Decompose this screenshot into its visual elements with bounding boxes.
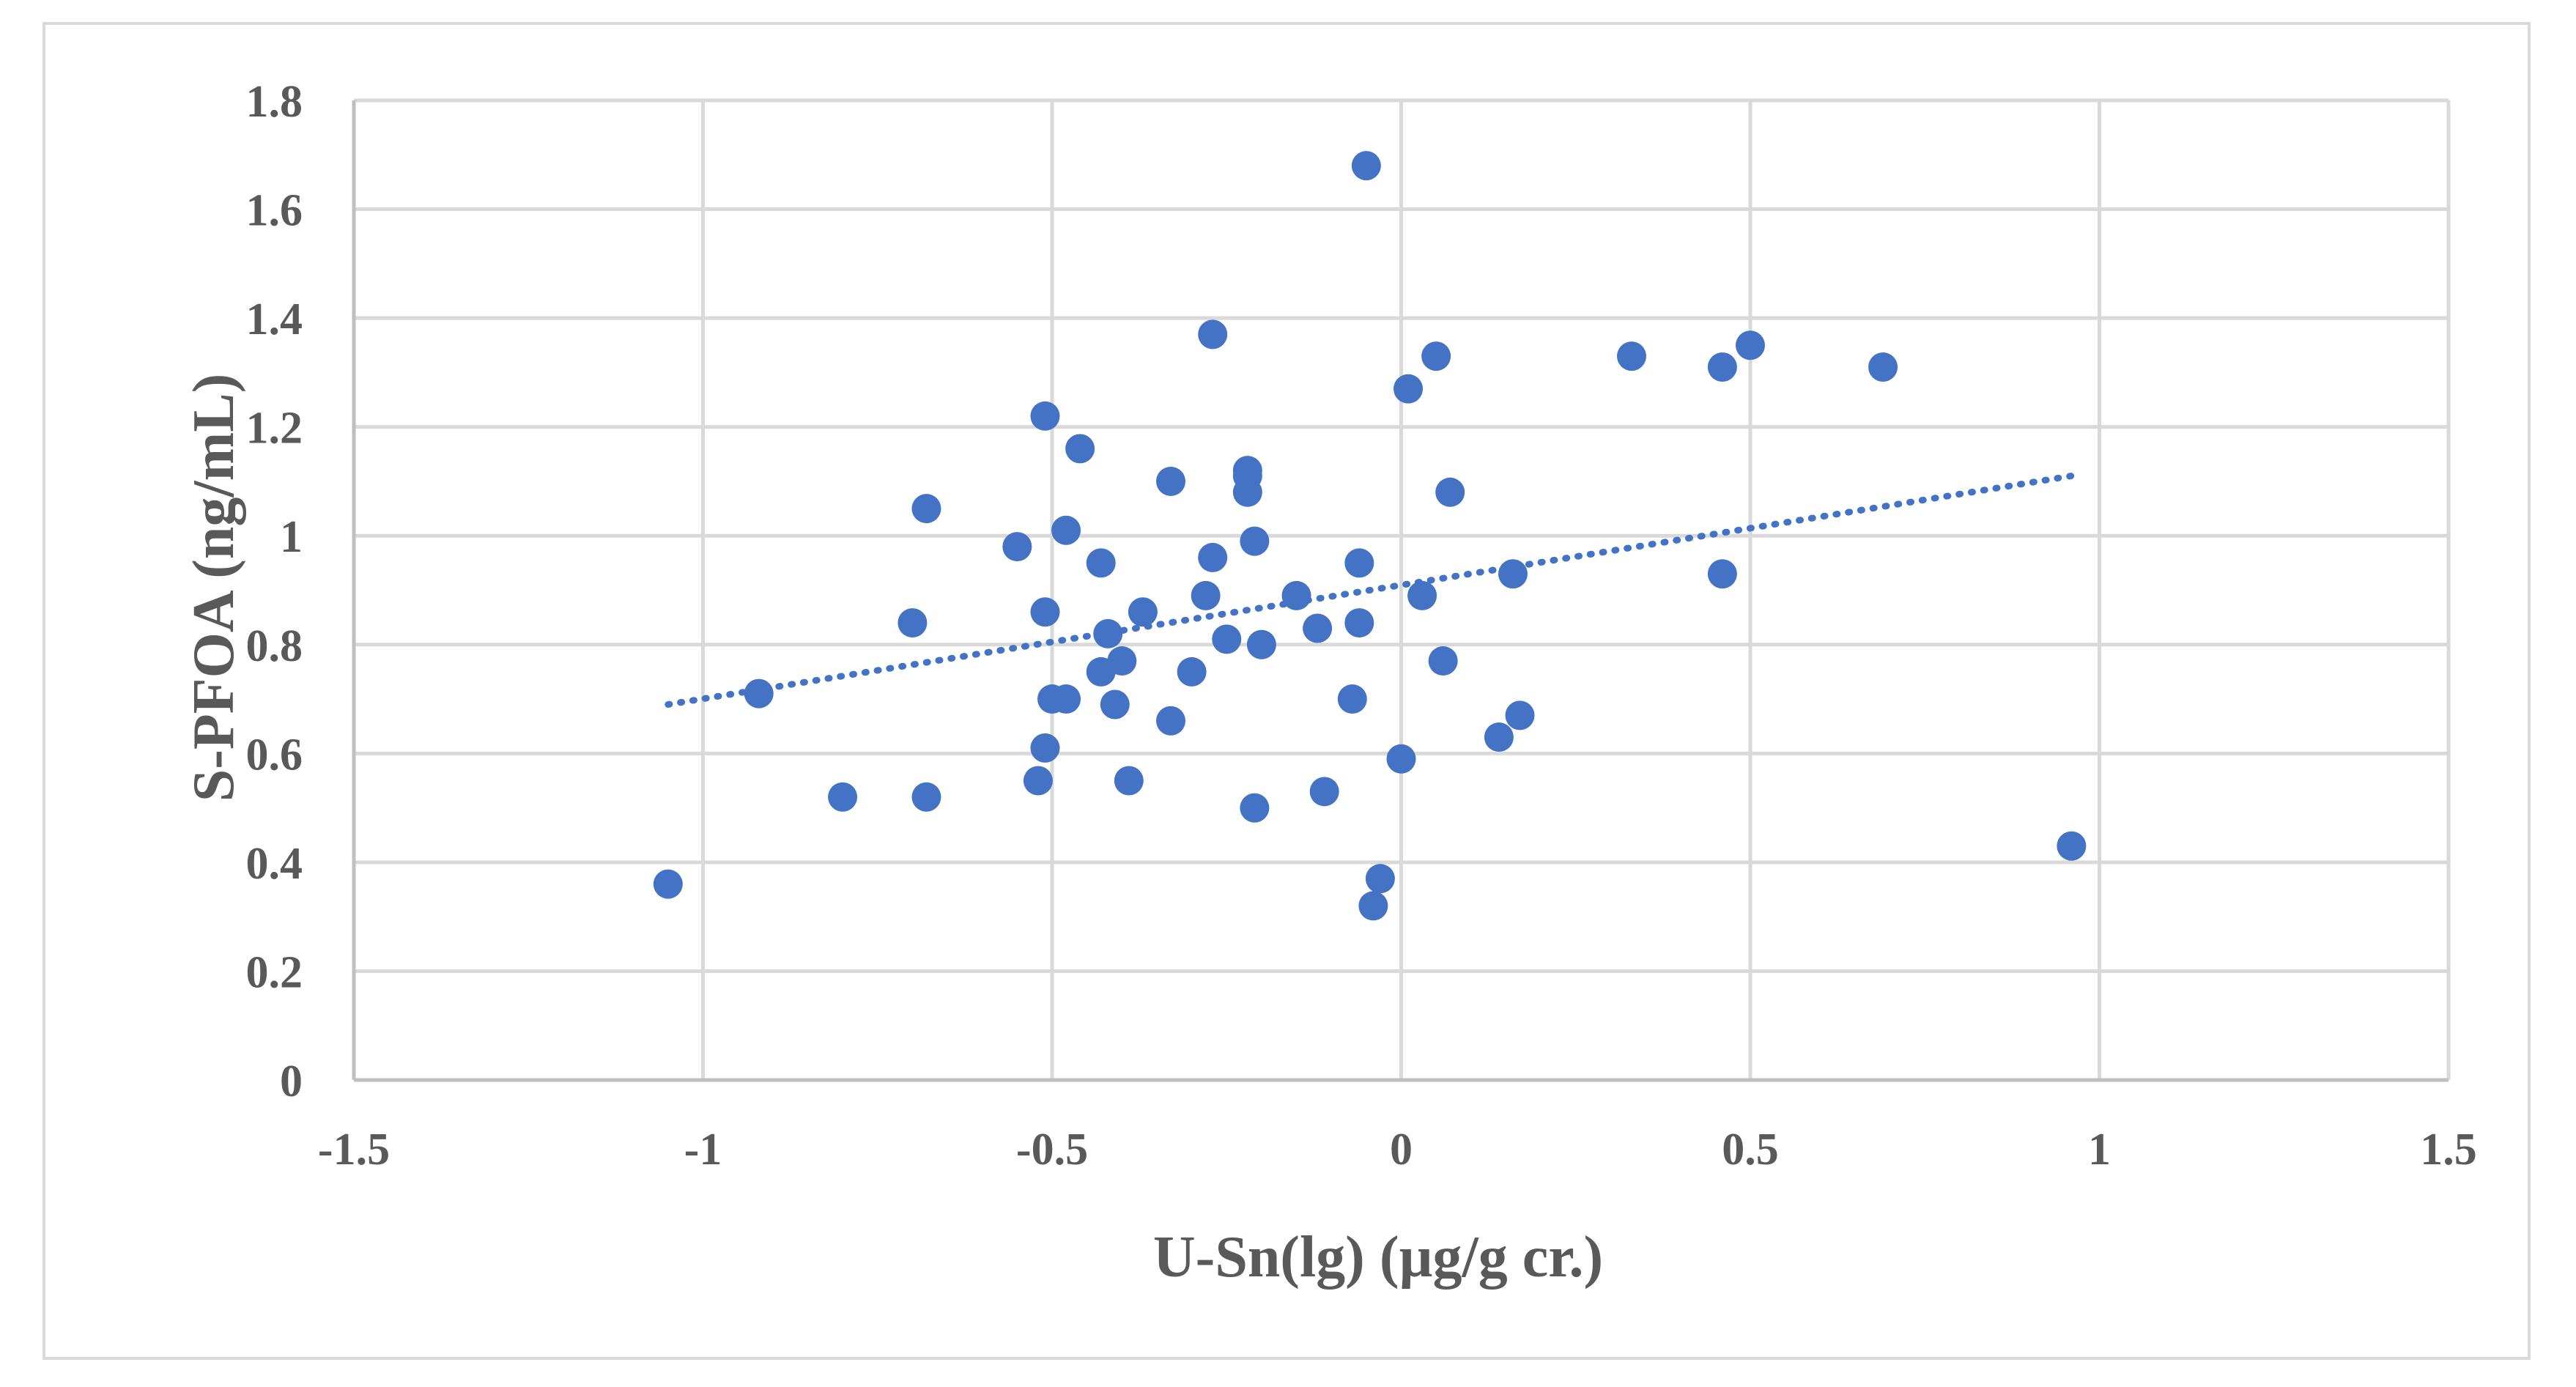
data-point [1065, 434, 1095, 464]
y-tick-label: 1.6 [246, 186, 303, 236]
data-points [653, 151, 2087, 921]
data-point [2057, 831, 2087, 861]
data-point [1107, 646, 1137, 676]
data-point [1212, 624, 1242, 654]
data-point [1337, 684, 1367, 714]
x-tick-label: -0.5 [1016, 1125, 1088, 1175]
data-point [1736, 330, 1765, 360]
data-point [1198, 319, 1228, 349]
data-point [1407, 580, 1437, 610]
data-point [1344, 608, 1374, 638]
x-tick-label: -1 [684, 1125, 722, 1175]
gridlines [354, 98, 2451, 1080]
scatter-chart: -1.5 -1 -0.5 0 0.5 1 1.5 0 0.2 0.4 0.6 0.8 1 1.2 1.4 1… [182, 77, 2477, 1290]
data-point [1868, 352, 1898, 382]
data-point [1484, 722, 1514, 752]
data-point [1100, 689, 1130, 720]
y-tick-label: 1 [280, 512, 303, 562]
y-tick-label: 0.4 [246, 839, 303, 889]
data-point [1198, 542, 1228, 572]
data-point [911, 494, 941, 524]
data-point [1191, 580, 1221, 610]
y-tick-label: 1.2 [246, 404, 303, 454]
data-point [653, 869, 683, 899]
data-point [1281, 580, 1311, 610]
data-point [1086, 548, 1116, 578]
data-point [1707, 352, 1737, 382]
data-point [1421, 341, 1451, 371]
data-point [1093, 618, 1123, 648]
data-point [1386, 744, 1416, 774]
x-tick-label: -1.5 [318, 1125, 390, 1175]
data-point [1128, 597, 1158, 627]
x-tick-labels: -1.5 -1 -0.5 0 0.5 1 1.5 [318, 1125, 2477, 1175]
data-point [897, 608, 928, 638]
trendline [665, 473, 2075, 708]
data-point [1177, 656, 1207, 687]
data-point [1394, 374, 1424, 404]
x-tick-label: 0.5 [1722, 1125, 1779, 1175]
data-point [1498, 559, 1528, 589]
x-tick-label: 0 [1390, 1125, 1413, 1175]
y-tick-labels: 0 0.2 0.4 0.6 0.8 1 1.2 1.4 1.6 1.8 [246, 77, 303, 1106]
trendline-layer [665, 473, 2075, 708]
x-tick-label: 1 [2088, 1125, 2111, 1175]
data-point [1156, 706, 1186, 736]
y-tick-label: 1.4 [246, 295, 303, 344]
data-point [1023, 766, 1053, 796]
data-point [1365, 864, 1395, 894]
data-point [1002, 532, 1032, 562]
data-point [1240, 793, 1270, 823]
data-point [1232, 477, 1262, 507]
data-point [911, 782, 941, 812]
data-point [1616, 341, 1646, 371]
x-axis-title: U-Sn(lg) (µg/g cr.) [1153, 1225, 1603, 1290]
chart-frame: -1.5 -1 -0.5 0 0.5 1 1.5 0 0.2 0.4 0.6 0.8 1 1.2 1.4 1… [42, 22, 2531, 1360]
x-tick-label: 1.5 [2420, 1125, 2477, 1175]
data-point [1232, 456, 1262, 486]
data-point [1309, 777, 1339, 807]
y-axis-title: S-PFOA (ng/mL) [182, 374, 246, 802]
data-point [1030, 401, 1060, 431]
data-point [1344, 548, 1374, 578]
data-point [1051, 684, 1081, 714]
y-tick-label: 0.2 [246, 947, 303, 997]
data-point [1303, 613, 1333, 643]
data-point [1428, 646, 1458, 676]
data-point [1707, 559, 1737, 589]
y-tick-label: 0 [280, 1057, 303, 1106]
data-point [1246, 629, 1276, 659]
data-point [1358, 891, 1388, 921]
data-point [1435, 477, 1465, 507]
axes [352, 100, 2449, 1082]
y-tick-label: 0.8 [246, 621, 303, 671]
data-point [1505, 700, 1535, 731]
y-tick-label: 0.6 [246, 730, 303, 780]
data-point [1351, 151, 1381, 181]
data-point [1030, 733, 1060, 763]
data-point [744, 678, 774, 709]
data-point [1114, 766, 1144, 796]
y-tick-label: 1.8 [246, 77, 303, 127]
data-point [1156, 466, 1186, 496]
data-point [1240, 526, 1270, 556]
data-point [828, 782, 858, 812]
data-point [1051, 515, 1081, 545]
data-point [1030, 597, 1060, 627]
